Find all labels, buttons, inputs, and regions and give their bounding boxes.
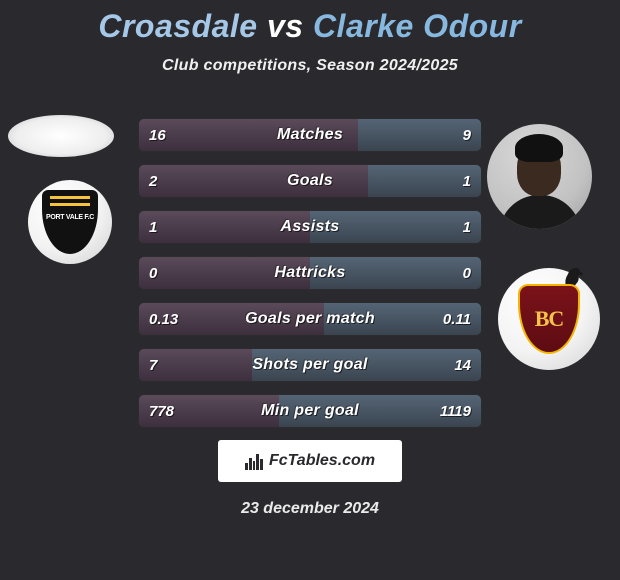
stat-row: 714Shots per goal bbox=[138, 348, 482, 382]
player1-avatar bbox=[8, 115, 114, 157]
vs-label: vs bbox=[267, 8, 304, 44]
bradford-shield-icon: BC bbox=[518, 284, 580, 354]
subtitle: Club competitions, Season 2024/2025 bbox=[0, 57, 620, 75]
stat-label: Assists bbox=[139, 211, 481, 243]
fctables-logo-icon bbox=[245, 452, 263, 470]
stat-label: Goals per match bbox=[139, 303, 481, 335]
stat-label: Hattricks bbox=[139, 257, 481, 289]
player2-club-badge: BC bbox=[498, 268, 600, 370]
stat-row: 00Hattricks bbox=[138, 256, 482, 290]
footer-brand-text: FcTables.com bbox=[269, 452, 375, 470]
stat-label: Goals bbox=[139, 165, 481, 197]
player2-name: Clarke Odour bbox=[313, 8, 522, 44]
stat-row: 21Goals bbox=[138, 164, 482, 198]
stat-row: 0.130.11Goals per match bbox=[138, 302, 482, 336]
stat-label: Shots per goal bbox=[139, 349, 481, 381]
stat-label: Min per goal bbox=[139, 395, 481, 427]
player1-name: Croasdale bbox=[98, 8, 257, 44]
stat-row: 11Assists bbox=[138, 210, 482, 244]
date-label: 23 december 2024 bbox=[0, 500, 620, 518]
stat-label: Matches bbox=[139, 119, 481, 151]
stat-row: 7781119Min per goal bbox=[138, 394, 482, 428]
stat-row: 169Matches bbox=[138, 118, 482, 152]
footer-brand-box: FcTables.com bbox=[218, 440, 402, 482]
player1-club-badge: PORT VALE F.C bbox=[28, 180, 112, 264]
comparison-title: Croasdale vs Clarke Odour bbox=[0, 0, 620, 45]
port-vale-shield-icon: PORT VALE F.C bbox=[42, 190, 98, 254]
player2-avatar bbox=[487, 124, 592, 229]
comparison-chart: 169Matches 21Goals 11Assists 00Hattricks 0.1… bbox=[138, 118, 482, 440]
club2-text: BC bbox=[535, 306, 564, 332]
club1-text: PORT VALE F.C bbox=[46, 214, 94, 221]
